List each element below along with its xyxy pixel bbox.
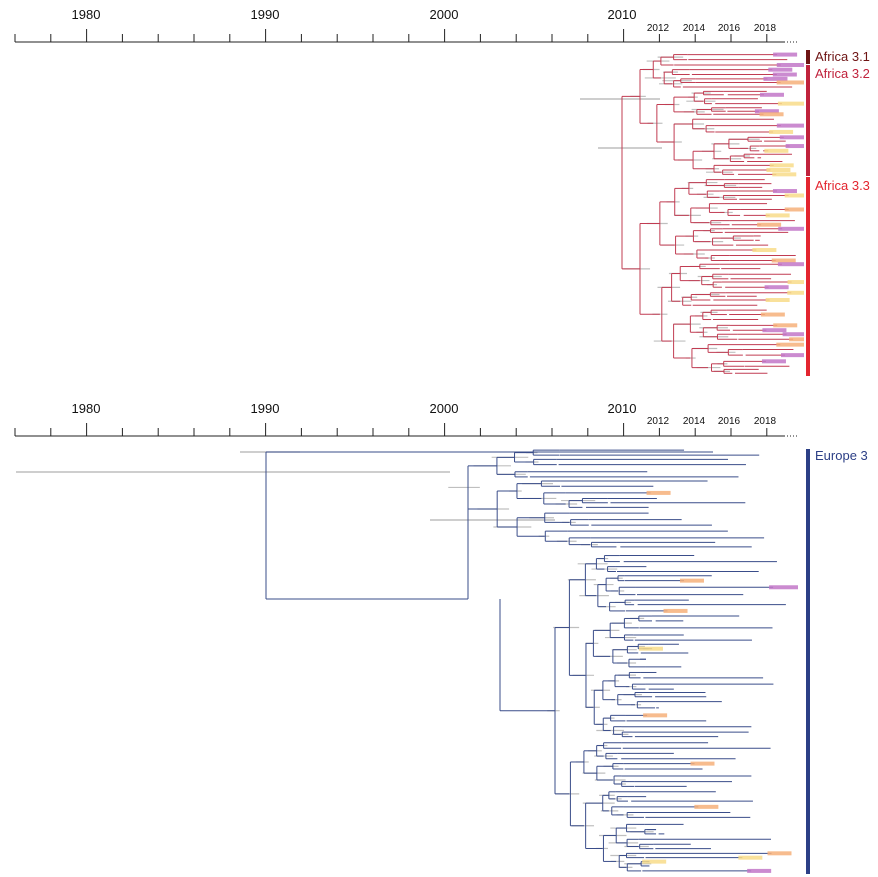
tip-highlight (782, 332, 804, 337)
tip-highlight (760, 312, 785, 317)
tip-highlight (762, 328, 787, 333)
africa-panel: 1980 1990 2000 2010 2012 2014 2016 2018 … (14, 7, 870, 376)
tip-highlight (771, 258, 796, 263)
tip-highlight (638, 646, 663, 651)
tip-highlight (690, 761, 715, 766)
europe-axis-label-2010: 2010 (608, 401, 637, 416)
clade-bar-africa-3-2 (806, 65, 810, 176)
tip-highlight (772, 189, 797, 194)
tip-highlight (754, 109, 779, 114)
tip-highlight (694, 804, 719, 809)
tip-highlight (766, 168, 791, 173)
tip-highlight (759, 112, 784, 117)
tip-highlight (769, 129, 794, 134)
clade-bar-africa-3-3 (806, 177, 810, 376)
tip-highlight (764, 285, 789, 290)
tip-highlight (679, 578, 704, 583)
tip-highlight (785, 144, 804, 149)
clade-label-africa-3-1: Africa 3.1 (815, 49, 870, 64)
africa-axis-label-2000: 2000 (430, 7, 459, 22)
africa-axis-label-1990: 1990 (251, 7, 280, 22)
tip-highlight (646, 490, 671, 495)
europe-axis-label-2012: 2012 (647, 416, 670, 427)
clade-label-africa-3-3: Africa 3.3 (815, 178, 870, 193)
tip-highlight (777, 262, 804, 267)
clade-bar-africa-3-1 (806, 50, 810, 64)
africa-axis-label-2012: 2012 (647, 23, 670, 34)
tip-highlight (769, 163, 794, 168)
europe-axis-label-2014: 2014 (683, 416, 706, 427)
tip-highlight (776, 80, 804, 85)
tip-highlight (772, 172, 797, 177)
europe-time-axis: 1980 1990 2000 2010 2012 2014 2016 2018 (14, 401, 798, 437)
africa-time-axis: 1980 1990 2000 2010 2012 2014 2016 2018 (14, 7, 798, 43)
europe-tree-branches (265, 449, 786, 872)
tip-highlight (769, 585, 798, 590)
tip-highlight (784, 193, 804, 198)
tip-highlight (768, 67, 793, 72)
africa-axis-label-1980: 1980 (72, 7, 101, 22)
tip-highlight (776, 62, 804, 67)
clade-label-africa-3-2: Africa 3.2 (815, 66, 870, 81)
tip-highlight (757, 222, 782, 227)
europe-axis-label-2016: 2016 (718, 416, 741, 427)
europe-tree-tips (638, 490, 798, 873)
tip-highlight (773, 52, 798, 57)
tip-highlight (781, 353, 804, 358)
tip-highlight (643, 713, 668, 718)
tip-highlight (787, 280, 804, 285)
africa-clade-bars: Africa 3.1 Africa 3.2 Africa 3.3 (806, 49, 870, 376)
tip-highlight (773, 323, 798, 328)
clade-bar-europe-3 (806, 449, 810, 874)
tip-highlight (765, 213, 790, 218)
tip-highlight (759, 92, 784, 97)
tip-highlight (764, 148, 789, 153)
tip-highlight (776, 123, 804, 128)
africa-axis-label-2018: 2018 (754, 23, 777, 34)
tip-highlight (772, 72, 797, 77)
europe-node-hpd-bars (16, 451, 654, 868)
europe-axis-ticks (14, 423, 798, 437)
tip-highlight (642, 859, 667, 864)
tip-highlight (663, 608, 688, 613)
tip-highlight (752, 248, 777, 253)
africa-axis-ticks (14, 29, 798, 43)
africa-axis-label-2016: 2016 (718, 23, 741, 34)
tip-highlight (763, 76, 788, 81)
tip-highlight (747, 868, 772, 873)
africa-tree (580, 52, 804, 374)
africa-axis-label-2010: 2010 (608, 7, 637, 22)
africa-axis-label-2014: 2014 (683, 23, 706, 34)
clade-label-europe-3: Europe 3 (815, 448, 868, 463)
tip-highlight (787, 290, 804, 295)
tip-highlight (765, 298, 790, 303)
tip-highlight (779, 135, 804, 140)
europe-panel: 1980 1990 2000 2010 2012 2014 2016 2018 … (14, 401, 868, 874)
europe-axis-label-2018: 2018 (754, 416, 777, 427)
tip-highlight (784, 207, 804, 212)
tip-highlight (789, 337, 804, 342)
tip-highlight (738, 855, 763, 860)
tip-highlight (777, 101, 804, 106)
europe-axis-label-1990: 1990 (251, 401, 280, 416)
europe-clade-bars: Europe 3 (806, 448, 868, 874)
europe-tree (16, 449, 798, 873)
tip-highlight (776, 342, 804, 347)
africa-tree-tips (752, 52, 804, 364)
tip-highlight (767, 851, 792, 856)
tip-highlight (761, 359, 786, 364)
europe-axis-label-1980: 1980 (72, 401, 101, 416)
africa-tree-branches (621, 54, 796, 374)
tip-highlight (778, 226, 804, 231)
europe-axis-label-2000: 2000 (430, 401, 459, 416)
